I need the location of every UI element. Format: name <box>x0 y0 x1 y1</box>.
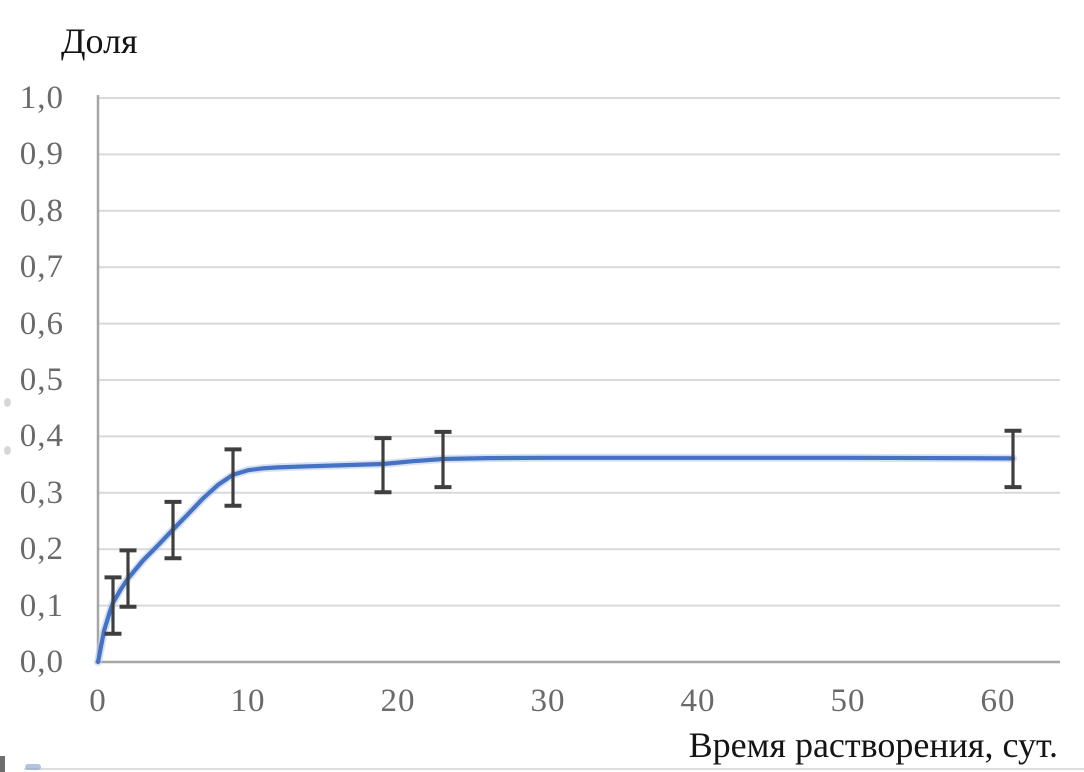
scan-artifact-left-speck-1 <box>4 398 11 407</box>
y-tick-label: 0,3 <box>19 474 64 511</box>
scan-artifact-left-speck-2 <box>4 446 11 455</box>
y-tick-label: 0,2 <box>19 531 64 568</box>
error-bar <box>119 548 137 609</box>
error-bar <box>374 436 392 495</box>
error-bar <box>164 499 182 561</box>
x-axis-title: Время растворения, сут. <box>688 725 1058 765</box>
x-tick-label: 20 <box>380 683 416 719</box>
y-tick-label: 0,1 <box>19 587 64 624</box>
y-axis-title: Доля <box>61 21 138 61</box>
x-tick-label: 40 <box>680 683 716 719</box>
x-tick-label: 0 <box>89 683 107 719</box>
error-bar <box>434 429 452 490</box>
scan-artifact-blue-smudge <box>25 764 41 770</box>
y-tick-label: 0,7 <box>19 249 64 286</box>
series-line-halo <box>94 453 1017 666</box>
y-tick-label: 0,9 <box>19 136 64 173</box>
x-tick-label: 10 <box>230 683 266 719</box>
y-tick-label: 0,4 <box>19 418 64 455</box>
error-bar <box>224 447 242 508</box>
x-tick-label: 30 <box>530 683 566 719</box>
scan-artifact-bottom-line <box>24 768 1084 770</box>
y-tick-label: 1,0 <box>19 80 64 116</box>
y-tick-label: 0,8 <box>19 192 64 229</box>
y-tick-label: 0,6 <box>19 305 64 342</box>
y-tick-label: 0,0 <box>19 644 64 680</box>
y-tick-label: 0,5 <box>19 362 64 398</box>
scan-artifact-corner-mark <box>0 756 5 772</box>
error-bar <box>1004 428 1022 490</box>
error-bar <box>104 575 122 636</box>
x-tick-label: 60 <box>980 683 1016 719</box>
series-line <box>95 455 1016 665</box>
x-tick-label: 50 <box>830 683 866 719</box>
